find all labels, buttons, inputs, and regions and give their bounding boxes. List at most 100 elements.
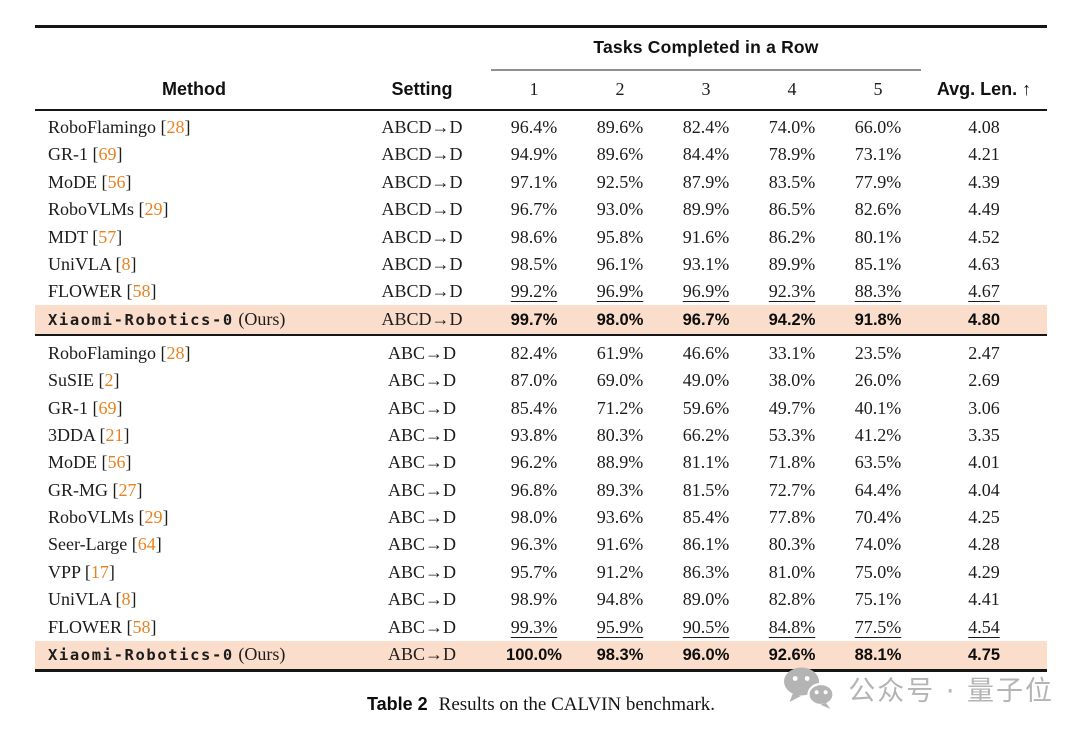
avg-len-cell: 3.06 (921, 394, 1047, 421)
group-header-cell: Tasks Completed in a Row (491, 26, 921, 71)
table-row: FLOWER [58] ABC→D 99.3% 95.9% 90.5% 84.8% 77.5… (35, 613, 1047, 640)
task-4-cell: 83.5% (749, 169, 835, 196)
task-1-cell: 99.7% (491, 305, 577, 334)
setting-value: ABC→D (387, 370, 456, 391)
cell-value: 95.7% (510, 561, 558, 582)
cell-value: 49.0% (682, 370, 730, 391)
cite-bracket-close: ] (136, 479, 143, 500)
cell-value: 89.3% (596, 479, 644, 500)
task-4-cell: 92.6% (749, 641, 835, 671)
cite-bracket-close: ] (155, 534, 162, 555)
cite-bracket-open: [ (156, 117, 167, 137)
avg-len-cell: 4.04 (921, 477, 1047, 504)
citation-link[interactable]: 21 (105, 424, 124, 445)
method-cell: MoDE [56] (35, 449, 353, 476)
table-row: Xiaomi-Robotics-0 (Ours) ABCD→D 99.7% 98.0%… (35, 305, 1047, 335)
method-cell: MoDE [56] (35, 169, 353, 196)
method-name: VPP (48, 561, 81, 582)
cell-value: 94.2% (768, 310, 816, 329)
task-1-cell: 82.4% (491, 333, 577, 367)
cell-value: 99.2% (510, 281, 558, 302)
cell-value: 92.6% (768, 645, 816, 664)
cell-value: 93.0% (596, 199, 644, 220)
method-cell: GR-1 [69] (35, 394, 353, 421)
citation-link[interactable]: 17 (90, 561, 109, 582)
task-2-cell: 80.3% (577, 422, 663, 449)
citation-link[interactable]: 57 (98, 226, 117, 247)
citation-link[interactable]: 28 (166, 117, 185, 137)
cell-value: 91.2% (596, 561, 644, 582)
task-4-cell: 81.0% (749, 559, 835, 586)
task-2-cell: 89.6% (577, 110, 663, 141)
task-5-cell: 40.1% (835, 394, 921, 421)
task-1-column-header: 1 (491, 70, 577, 111)
task-3-cell: 93.1% (663, 251, 749, 278)
citation-link[interactable]: 69 (98, 144, 117, 165)
cite-bracket-open: [ (122, 281, 133, 302)
table-row: MoDE [56] ABC→D 96.2% 88.9% 81.1% 71.8% 63.5% 4… (35, 449, 1047, 476)
citation-link[interactable]: 69 (98, 397, 117, 418)
citation-link[interactable]: 8 (121, 253, 131, 274)
setting-value: ABC→D (387, 616, 456, 637)
cite-bracket-close: ] (184, 117, 191, 137)
method-name: UniVLA (48, 589, 111, 610)
avg-len-column-header: Avg. Len. ↑ (921, 70, 1047, 111)
task-2-cell: 61.9% (577, 333, 663, 367)
citation-link[interactable]: 58 (132, 281, 151, 302)
setting-cell: ABCD→D (353, 169, 491, 196)
cell-value: 4.63 (968, 253, 1000, 274)
task-3-cell: 84.4% (663, 141, 749, 168)
cell-value: 23.5% (854, 342, 902, 363)
task-4-column-header: 4 (749, 70, 835, 111)
avg-len-cell: 4.41 (921, 586, 1047, 613)
avg-len-cell: 3.35 (921, 422, 1047, 449)
task-4-cell: 38.0% (749, 367, 835, 394)
cell-value: 4.21 (968, 144, 1000, 165)
table-row: Xiaomi-Robotics-0 (Ours) ABC→D 100.0% 98.3%… (35, 640, 1047, 671)
task-1-cell: 96.7% (491, 196, 577, 223)
citation-link[interactable]: 8 (121, 589, 131, 610)
citation-link[interactable]: 56 (107, 452, 126, 473)
cell-value: 93.8% (510, 424, 558, 445)
citation-link[interactable]: 2 (104, 370, 114, 391)
setting-value: ABC→D (387, 644, 456, 665)
task-1-cell: 98.9% (491, 586, 577, 613)
method-cell: RoboVLMs [29] (35, 196, 353, 223)
method-name: FLOWER (48, 616, 122, 637)
task-2-cell: 92.5% (577, 169, 663, 196)
method-column-header: Method (35, 70, 353, 111)
cell-value: 4.29 (968, 561, 1000, 582)
setting-value: ABC→D (387, 479, 456, 500)
citation-link[interactable]: 58 (132, 616, 151, 637)
avg-len-cell: 4.52 (921, 223, 1047, 250)
citation-link[interactable]: 29 (144, 507, 163, 528)
task-3-cell: 82.4% (663, 110, 749, 141)
task-2-cell: 71.2% (577, 394, 663, 421)
cell-value: 4.04 (968, 479, 1000, 500)
citation-link[interactable]: 27 (118, 479, 137, 500)
cell-value: 69.0% (596, 370, 644, 391)
task-2-cell: 93.6% (577, 504, 663, 531)
table-row: SuSIE [2] ABC→D 87.0% 69.0% 49.0% 38.0% 26.0% 2… (35, 367, 1047, 394)
cite-bracket-open: [ (87, 226, 99, 247)
cell-value: 100.0% (506, 645, 562, 664)
citation-link[interactable]: 28 (166, 342, 185, 363)
citation-link[interactable]: 29 (144, 199, 163, 220)
task-3-cell: 89.0% (663, 586, 749, 613)
setting-column-header: Setting (353, 70, 491, 111)
citation-link[interactable]: 64 (137, 534, 156, 555)
method-suffix: (Ours) (233, 643, 286, 664)
task-5-cell: 26.0% (835, 367, 921, 394)
cell-value: 77.8% (768, 507, 816, 528)
method-cell: RoboFlamingo [28] (35, 333, 353, 367)
method-cell: SuSIE [2] (35, 367, 353, 394)
method-name: Seer-Large (48, 534, 128, 555)
cite-bracket-open: [ (94, 370, 105, 391)
task-3-cell: 96.0% (663, 641, 749, 671)
citation-link[interactable]: 56 (107, 171, 126, 192)
method-name: GR-1 (48, 397, 88, 418)
table-row: MDT [57] ABCD→D 98.6% 95.8% 91.6% 86.2% 80.1% 4… (35, 223, 1047, 250)
setting-cell: ABC→D (353, 477, 491, 504)
task-5-cell: 41.2% (835, 422, 921, 449)
task-3-cell: 85.4% (663, 504, 749, 531)
